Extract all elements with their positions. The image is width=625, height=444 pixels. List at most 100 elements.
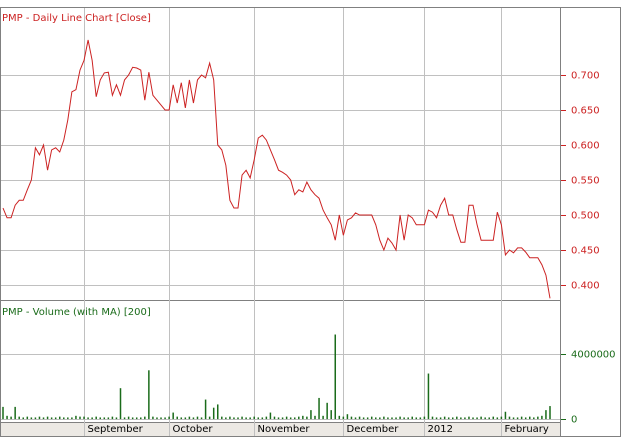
volume-bar [184, 417, 187, 420]
volume-bar [152, 416, 154, 420]
volume-bar [269, 412, 272, 420]
volume-bar [277, 417, 280, 420]
volume-bar [249, 417, 251, 420]
y-tick-label: 0.450 [571, 246, 600, 257]
volume-bar [338, 415, 341, 420]
volume-bar [415, 417, 418, 420]
volume-bar [2, 406, 4, 420]
volume-bar [419, 417, 422, 420]
volume-bar [443, 416, 446, 420]
volume-bar [54, 417, 57, 420]
volume-bar [79, 416, 81, 420]
y-tick-label: 4000000 [571, 350, 616, 361]
volume-bar [423, 416, 426, 420]
volume-bar [476, 417, 478, 420]
volume-bar [123, 417, 126, 420]
volume-bar [273, 416, 276, 420]
x-tick-label: September [88, 424, 144, 435]
volume-bar [265, 416, 268, 420]
volume-bar [508, 416, 511, 420]
volume-bar [468, 416, 470, 420]
volume-bar [241, 416, 243, 420]
volume-bar [399, 416, 401, 420]
volume-bar [391, 417, 393, 420]
volume-bar [245, 417, 247, 420]
volume-bar [403, 417, 405, 420]
x-tick-label: 2012 [428, 424, 453, 435]
x-tick-label: November [258, 424, 311, 435]
volume-bar [524, 417, 527, 420]
volume-bar [261, 417, 264, 420]
volume-bar [135, 417, 138, 420]
volume-bar [334, 334, 337, 420]
volume-bar [541, 415, 543, 420]
volume-bar [346, 414, 349, 420]
volume-bar [188, 416, 191, 420]
x-tick-label: February [505, 424, 549, 435]
volume-bar [484, 417, 486, 420]
x-tick-label: December [347, 424, 400, 435]
volume-bar [452, 417, 454, 420]
volume-bar [447, 417, 450, 420]
volume-bar [537, 416, 539, 420]
x-tick-label: October [173, 424, 214, 435]
volume-bar [233, 417, 235, 420]
volume-bar [172, 412, 174, 420]
volume-bar [285, 416, 288, 420]
volume-bar [480, 416, 482, 420]
y-tick-label: 0.550 [571, 176, 600, 187]
volume-bar [156, 417, 158, 420]
volume-bar [83, 416, 85, 420]
volume-bar [370, 416, 373, 420]
volume-bar [545, 410, 547, 420]
volume-bar [427, 373, 430, 420]
volume-bar [528, 416, 531, 420]
volume-bar [22, 417, 25, 420]
volume-bar [257, 417, 260, 420]
volume-bar [435, 417, 438, 420]
volume-bar [216, 404, 219, 420]
volume-bar [379, 417, 381, 420]
y-tick-label: 0.700 [571, 71, 600, 82]
volume-bar [293, 417, 296, 420]
volume-bar [200, 417, 203, 420]
volume-bar [350, 416, 353, 420]
volume-bar [500, 416, 503, 420]
volume-bar [310, 410, 312, 420]
volume-bar [180, 417, 183, 420]
price-line [2, 39, 551, 299]
volume-bar [26, 416, 29, 420]
volume-bar [520, 416, 523, 420]
volume-bar [221, 416, 223, 420]
volume-bar [212, 407, 215, 420]
volume-bar [208, 416, 211, 420]
volume-bar [281, 417, 284, 420]
volume-bar [456, 416, 458, 420]
volume-bar [148, 370, 150, 420]
volume-bar [91, 417, 93, 420]
volume-bar [306, 416, 308, 420]
volume-bar [354, 417, 357, 420]
y-tick-label: 0 [571, 415, 577, 426]
volume-bar [14, 406, 16, 420]
volume-bar [115, 417, 118, 420]
volume-bar [107, 417, 110, 420]
frame [0, 7, 621, 437]
volume-bar [488, 417, 490, 420]
y-tick-label: 0.400 [571, 281, 600, 292]
volume-bar [533, 417, 535, 420]
volume-bar [496, 417, 499, 420]
volume-bar [318, 397, 320, 420]
volume-bar [512, 417, 515, 420]
volume-bar [322, 415, 324, 420]
volume-bar [237, 417, 239, 420]
volume-bar [71, 417, 73, 420]
volume-bar [50, 417, 53, 420]
volume-bar [38, 416, 41, 420]
volume-bar [472, 417, 474, 420]
volume-bar [253, 416, 255, 420]
volume-bar [176, 416, 178, 420]
volume-bar [302, 415, 304, 420]
volume-bar [395, 417, 397, 420]
